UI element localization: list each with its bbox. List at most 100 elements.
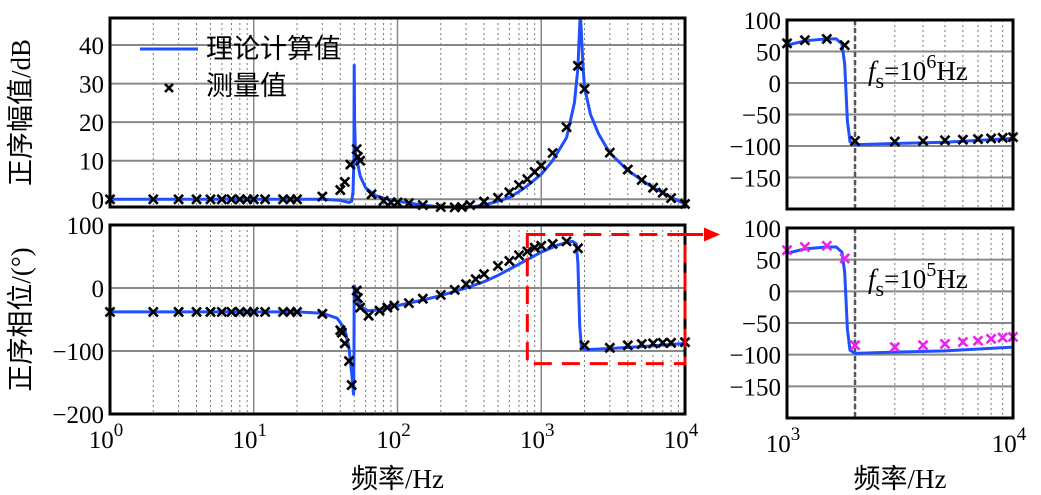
measured-point (821, 240, 833, 252)
y-tick-label: −50 (742, 103, 781, 130)
measured-point (417, 293, 429, 305)
measured-point (535, 240, 547, 252)
measured-point (191, 193, 202, 205)
legend-entry: 理论计算值 (206, 34, 341, 64)
measured-point (513, 179, 525, 191)
annotation-unit: Hz (936, 264, 967, 294)
y-tick-label: 0 (92, 276, 105, 303)
measured-point (205, 306, 216, 318)
measured-point (636, 174, 648, 186)
y-tick-label: 50 (756, 40, 781, 67)
annotation-sub: s (876, 68, 885, 93)
arrow-head-icon (704, 227, 720, 242)
measured-point (226, 193, 237, 205)
annotation-eq: =10 (884, 56, 926, 86)
x-tick-exponent: 3 (545, 420, 555, 441)
measured-point (622, 339, 634, 351)
measured-point (339, 338, 351, 349)
x-tick-label: 102 (376, 420, 411, 454)
measured-point (521, 246, 533, 257)
plot-frame (108, 223, 687, 416)
measured-point (478, 196, 490, 208)
y-tick-label: 0 (769, 71, 782, 98)
measured-point (403, 297, 415, 309)
y-tick-label: 10 (79, 149, 104, 176)
y-tick-label: −150 (729, 374, 781, 401)
measured-point (604, 147, 616, 159)
measured-point (248, 193, 260, 205)
measured-point (492, 192, 504, 204)
x-tick-base: 10 (766, 431, 791, 458)
measured-point (799, 241, 811, 253)
x-tick-base: 10 (992, 431, 1017, 458)
measured-point (259, 193, 271, 205)
sampling-frequency-label: fs=105Hz (868, 259, 968, 301)
legend-entry: 测量值 (206, 71, 287, 101)
measured-point (205, 193, 216, 205)
measured-point (957, 336, 969, 348)
annotation-f: f (868, 56, 879, 86)
measured-point (939, 134, 951, 146)
annotation-exp: 5 (926, 259, 936, 281)
theory-curve (787, 245, 1013, 355)
x-tick-label: 101 (233, 420, 268, 454)
measured-point (216, 193, 228, 205)
measured-point (917, 339, 929, 351)
annotation-eq: =10 (884, 264, 926, 294)
measured-point (435, 289, 447, 301)
measured-point (147, 306, 159, 318)
measured-point (388, 300, 400, 312)
measured-point (972, 133, 984, 145)
measured-point (492, 260, 504, 272)
measured-point (248, 306, 260, 318)
measured-point (460, 278, 472, 290)
measured-point (622, 164, 634, 176)
measured-point (972, 335, 984, 347)
measured-point (374, 305, 385, 317)
annotation-unit: Hz (936, 56, 967, 86)
y-tick-label: 20 (79, 110, 104, 137)
measured-point (572, 60, 584, 72)
measured-point (839, 39, 851, 51)
y-tick-label: 50 (756, 248, 781, 275)
y-tick-label: 100 (744, 8, 782, 35)
x-tick-exponent: 2 (401, 420, 411, 441)
x-tick-exponent: 0 (114, 420, 124, 441)
measured-point (799, 34, 811, 46)
y-tick-label: 40 (79, 33, 104, 60)
measured-point (579, 339, 590, 351)
measured-point (173, 193, 185, 205)
measured-point (997, 132, 1009, 144)
x-tick-exponent: 4 (1017, 424, 1027, 445)
y-tick-label: 0 (769, 279, 782, 306)
measured-point (604, 342, 616, 354)
measured-point (535, 160, 547, 172)
y-tick-label: −100 (729, 134, 781, 161)
measured-point (334, 184, 346, 196)
measured-point (561, 121, 572, 133)
measured-point (291, 306, 303, 318)
x-tick-exponent: 1 (258, 420, 268, 441)
measured-point (657, 337, 669, 349)
measured-point (579, 83, 590, 95)
y-tick-label: −150 (729, 166, 781, 193)
measured-point (478, 268, 490, 280)
plot-frame (785, 18, 1015, 211)
measured-point (849, 339, 861, 351)
x-tick-label: 100 (89, 420, 124, 454)
annotation-exp: 6 (926, 51, 936, 73)
measured-point (547, 147, 559, 159)
measured-point (665, 192, 677, 204)
measured-point (339, 176, 351, 188)
measured-point (354, 155, 366, 167)
panel-zoom-fs-1e6: 100 50 0 −50 −100 −150 fs=106Hz (729, 8, 1019, 211)
measured-point (513, 249, 525, 261)
measured-point (147, 193, 159, 205)
measured-point (316, 191, 328, 203)
y-tick-label: 100 (744, 216, 782, 243)
x-tick-base: 10 (376, 427, 401, 454)
x-tick-exponent: 3 (791, 424, 801, 445)
